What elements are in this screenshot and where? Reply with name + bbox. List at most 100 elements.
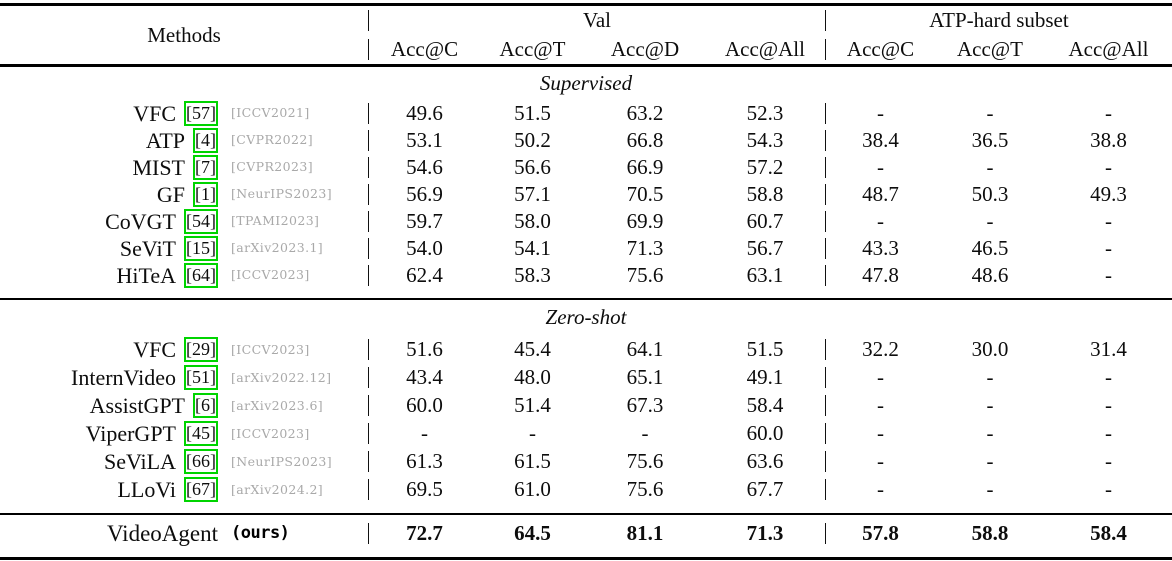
method-name-group: MIST [7] (0, 155, 218, 180)
method-name: AssistGPT (89, 392, 185, 418)
citation-link[interactable]: [51] (184, 365, 218, 391)
atp-accc: - (825, 211, 935, 232)
val-acct: 51.4 (514, 393, 551, 418)
table-row: VideoAgent (ours) 72.7 64.5 81.1 71.3 57.8 58.8… (0, 515, 1172, 553)
val-group-header: Val (368, 10, 825, 31)
atp-accall: 38.8 (1090, 128, 1127, 152)
atp-accc: - (825, 423, 935, 445)
method-name: MIST (132, 154, 185, 180)
val-accc: 54.6 (368, 157, 480, 178)
citation-link[interactable]: [67] (184, 477, 218, 503)
atp-accc: 38.4 (825, 130, 935, 151)
atp-accc: 32.2 (825, 339, 935, 361)
method-name: HiTeA (116, 262, 176, 288)
atp-accall: 49.3 (1090, 182, 1127, 206)
method-cell: InternVideo [51] [arXiv2022.12] (0, 364, 368, 392)
method-name: ATP (145, 127, 185, 153)
method-cell: HiTeA [64] [ICCV2023] (0, 262, 368, 289)
val-col-header-acct: Acc@T (499, 37, 566, 61)
atp-accall: - (1105, 101, 1112, 125)
venue-label: [TPAMI2023] (231, 215, 320, 228)
val-accd: 63.2 (626, 101, 664, 125)
method-cell: SeViT [15] [arXiv2023.1] (0, 235, 368, 262)
method-cell: AssistGPT [6] [arXiv2023.6] (0, 392, 368, 420)
top-rule (0, 3, 1172, 6)
table-row: VFC [57] [ICCV2021] 49.6 51.5 63.2 52.3 - - - (0, 100, 1172, 127)
table-row: ATP [4] [CVPR2022] 53.1 50.2 66.8 54.3 38.4 36.5… (0, 127, 1172, 154)
atp-acct: - (986, 477, 994, 502)
val-accd: 65.1 (626, 365, 664, 390)
atp-accc: - (825, 157, 935, 178)
table-row: ViperGPT [45] [ICCV2023] - - - 60.0 - - - (0, 420, 1172, 448)
citation-link[interactable]: [64] (184, 263, 218, 288)
atp-accall: 58.4 (1090, 521, 1127, 546)
val-accc: 61.3 (368, 451, 480, 473)
val-accc: 54.0 (368, 238, 480, 259)
venue-label: [ICCV2021] (231, 107, 310, 120)
atp-accc: - (825, 103, 935, 124)
val-acct: 58.0 (514, 209, 551, 233)
citation-link[interactable]: [54] (184, 209, 218, 234)
venue-label: [NeurIPS2023] (231, 188, 333, 201)
method-name: CoVGT (105, 208, 176, 234)
val-col-header-accc: Acc@C (368, 39, 480, 60)
section-title: Zero-shot (545, 305, 627, 330)
val-accall: 58.8 (746, 182, 784, 206)
methods-column-header: Methods (147, 22, 221, 47)
val-accd: 75.6 (626, 449, 664, 474)
citation-link[interactable]: [1] (193, 182, 218, 207)
method-name-group: ViperGPT [45] (0, 421, 218, 447)
section-title-row: Supervised (0, 67, 1172, 100)
citation-link[interactable]: [29] (184, 337, 218, 363)
val-acct: 61.5 (514, 449, 551, 474)
val-accall: 71.3 (746, 521, 784, 546)
val-acct: 50.2 (514, 128, 551, 152)
method-name: SeViLA (103, 448, 176, 474)
atp-acct: - (986, 449, 994, 474)
val-accc: 72.7 (368, 523, 480, 545)
citation-link[interactable]: [66] (184, 449, 218, 475)
venue-label: [CVPR2023] (231, 161, 313, 174)
atp-acct: 36.5 (971, 128, 1009, 152)
atp-acct: - (986, 421, 994, 446)
citation-link[interactable]: [4] (193, 128, 218, 153)
venue-label: [NeurIPS2023] (231, 455, 333, 469)
atp-accc: 43.3 (825, 238, 935, 259)
atp-accall: - (1105, 365, 1112, 390)
method-name-group: VideoAgent (0, 522, 218, 545)
val-acct: 51.5 (514, 101, 551, 125)
val-accd: 70.5 (626, 182, 664, 206)
val-acct: 58.3 (514, 263, 551, 287)
val-accd: 75.6 (626, 477, 664, 502)
val-accall: 49.1 (746, 365, 784, 390)
citation-link[interactable]: [57] (184, 101, 218, 126)
val-accd: 71.3 (626, 236, 664, 260)
val-accc: 43.4 (368, 367, 480, 389)
atp-acct: 46.5 (971, 236, 1009, 260)
val-accc: 60.0 (368, 395, 480, 417)
venue-label: [CVPR2022] (231, 134, 313, 147)
atp-accc: - (825, 367, 935, 389)
atp-accall: - (1105, 236, 1112, 260)
val-accc: 49.6 (368, 103, 480, 124)
atp-acct: - (986, 393, 994, 418)
val-col-header-accall: Acc@All (725, 37, 805, 61)
table-row: GF [1] [NeurIPS2023] 56.9 57.1 70.5 58.8 48.7 50… (0, 181, 1172, 208)
citation-link[interactable]: [45] (184, 421, 218, 447)
method-name-group: ATP [4] (0, 128, 218, 153)
atp-accall: - (1105, 209, 1112, 233)
citation-link[interactable]: [15] (184, 236, 218, 261)
atp-col-header-accall: Acc@All (1068, 37, 1149, 61)
method-cell: VFC [57] [ICCV2021] (0, 100, 368, 127)
method-name: LLoVi (117, 476, 176, 502)
pre-final-rule (0, 512, 1172, 515)
val-acct: - (529, 421, 536, 446)
citation-link[interactable]: [7] (193, 155, 218, 180)
val-accc: 51.6 (368, 339, 480, 361)
citation-link[interactable]: [6] (193, 393, 218, 419)
header-rule (0, 64, 1172, 67)
ours-slot: (ours) (218, 525, 368, 542)
val-accd: 64.1 (626, 337, 664, 362)
val-accall: 63.6 (746, 449, 784, 474)
